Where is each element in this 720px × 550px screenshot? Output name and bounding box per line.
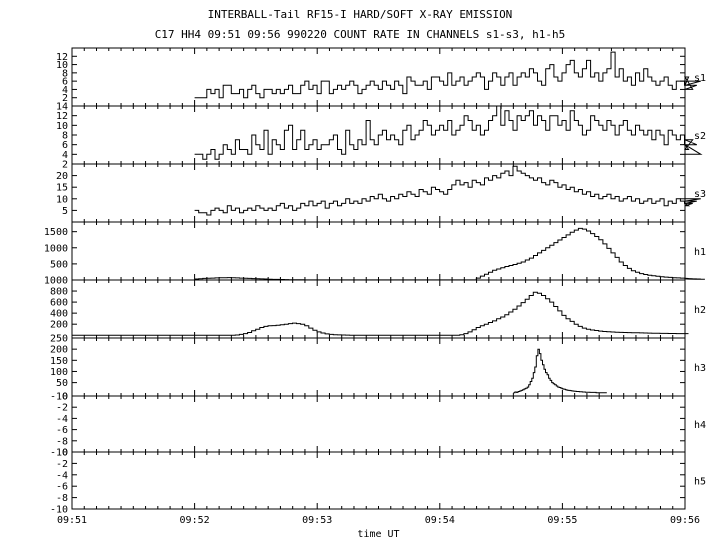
xtick-label: 09:52 xyxy=(180,515,210,526)
ytick-label-h5: -4 xyxy=(56,470,68,481)
panel-frame-h2 xyxy=(71,279,686,339)
channel-label-h1: h1 xyxy=(694,247,706,258)
ytick-label-h1: 1500 xyxy=(44,227,68,238)
ytick-label-s1: 10 xyxy=(56,60,68,71)
series-line-h2 xyxy=(72,291,689,336)
ytick-label-s1: 4 xyxy=(62,85,68,96)
ytick-label-s1: 6 xyxy=(62,77,68,88)
ytick-label-h1: 1000 xyxy=(44,243,68,254)
ytick-label-h5: -2 xyxy=(56,459,68,470)
ytick-label-s2: 12 xyxy=(56,111,68,122)
ytick-label-h2: 1000 xyxy=(44,276,68,287)
ytick-label-h2: 800 xyxy=(50,287,68,298)
ytick-label-s2: 4 xyxy=(62,150,68,161)
ytick-label-h4: -4 xyxy=(56,414,68,425)
ytick-label-s1: 8 xyxy=(62,68,68,79)
ytick-label-s2: 14 xyxy=(56,102,68,113)
xtick-label: 09:54 xyxy=(425,515,455,526)
ytick-label-h4: -10 xyxy=(50,448,68,459)
ytick-label-h4: -6 xyxy=(56,425,68,436)
panel-frame-h4 xyxy=(71,395,686,453)
ytick-label-h3: 100 xyxy=(50,367,68,378)
ytick-label-h5: -10 xyxy=(50,505,68,516)
panel-frame-h3 xyxy=(71,337,686,397)
ytick-label-s3: 15 xyxy=(56,183,68,194)
ytick-label-h5: 0 xyxy=(62,448,68,459)
ytick-label-h4: 0 xyxy=(62,392,68,403)
xtick-label: 09:51 xyxy=(57,515,87,526)
ytick-label-h2: 400 xyxy=(50,309,68,320)
ytick-label-h5: -6 xyxy=(56,482,68,493)
ytick-label-s2: 8 xyxy=(62,131,68,142)
channel-label-s1: s1 xyxy=(694,73,706,84)
ytick-label-h2: 200 xyxy=(50,320,68,331)
channel-label-h5: h5 xyxy=(694,477,706,488)
ytick-label-h4: -8 xyxy=(56,436,68,447)
ytick-label-h1: 500 xyxy=(50,259,68,270)
ytick-label-s3: 10 xyxy=(56,194,68,205)
ytick-label-h3: 150 xyxy=(50,356,68,367)
channel-label-s3: s3 xyxy=(694,189,706,200)
ytick-label-s2: 2 xyxy=(62,160,68,171)
ytick-label-h5: -8 xyxy=(56,493,68,504)
ytick-label-s3: 20 xyxy=(56,171,68,182)
channel-label-s2: s2 xyxy=(694,131,706,142)
channel-label-h3: h3 xyxy=(694,363,706,374)
xtick-label: 09:56 xyxy=(670,515,700,526)
ytick-label-h2: 600 xyxy=(50,298,68,309)
xtick-label: 09:53 xyxy=(302,515,332,526)
ytick-label-h4: -2 xyxy=(56,403,68,414)
ytick-label-h3: 50 xyxy=(56,378,68,389)
ytick-label-s2: 6 xyxy=(62,140,68,151)
ytick-label-s2: 10 xyxy=(56,121,68,132)
series-line-s2 xyxy=(194,105,703,160)
xtick-label: 09:55 xyxy=(547,515,577,526)
ytick-label-h3: 200 xyxy=(50,345,68,356)
ytick-label-s1: 12 xyxy=(56,52,68,63)
series-line-s1 xyxy=(194,51,701,99)
series-line-h3 xyxy=(513,348,607,394)
channel-label-h4: h4 xyxy=(694,420,706,431)
channel-label-h2: h2 xyxy=(694,305,706,316)
panel-frame-s3 xyxy=(71,163,686,223)
panel-frame-h5 xyxy=(71,451,686,510)
series-line-h1 xyxy=(194,227,705,281)
ytick-label-s1: 2 xyxy=(62,93,68,104)
series-line-s3 xyxy=(194,165,701,216)
chart-title: INTERBALL-Tail RF15-I HARD/SOFT X-RAY EM… xyxy=(207,8,513,21)
ytick-label-h3: 250 xyxy=(50,334,68,345)
x-axis-label: time UT xyxy=(357,529,399,540)
ytick-label-s3: 5 xyxy=(62,206,68,217)
chart-subtitle: C17 HH4 09:51 09:56 990220 COUNT RATE IN… xyxy=(154,28,566,41)
panel-frame-h1 xyxy=(71,221,686,281)
ytick-label-h3: -10 xyxy=(50,392,68,403)
